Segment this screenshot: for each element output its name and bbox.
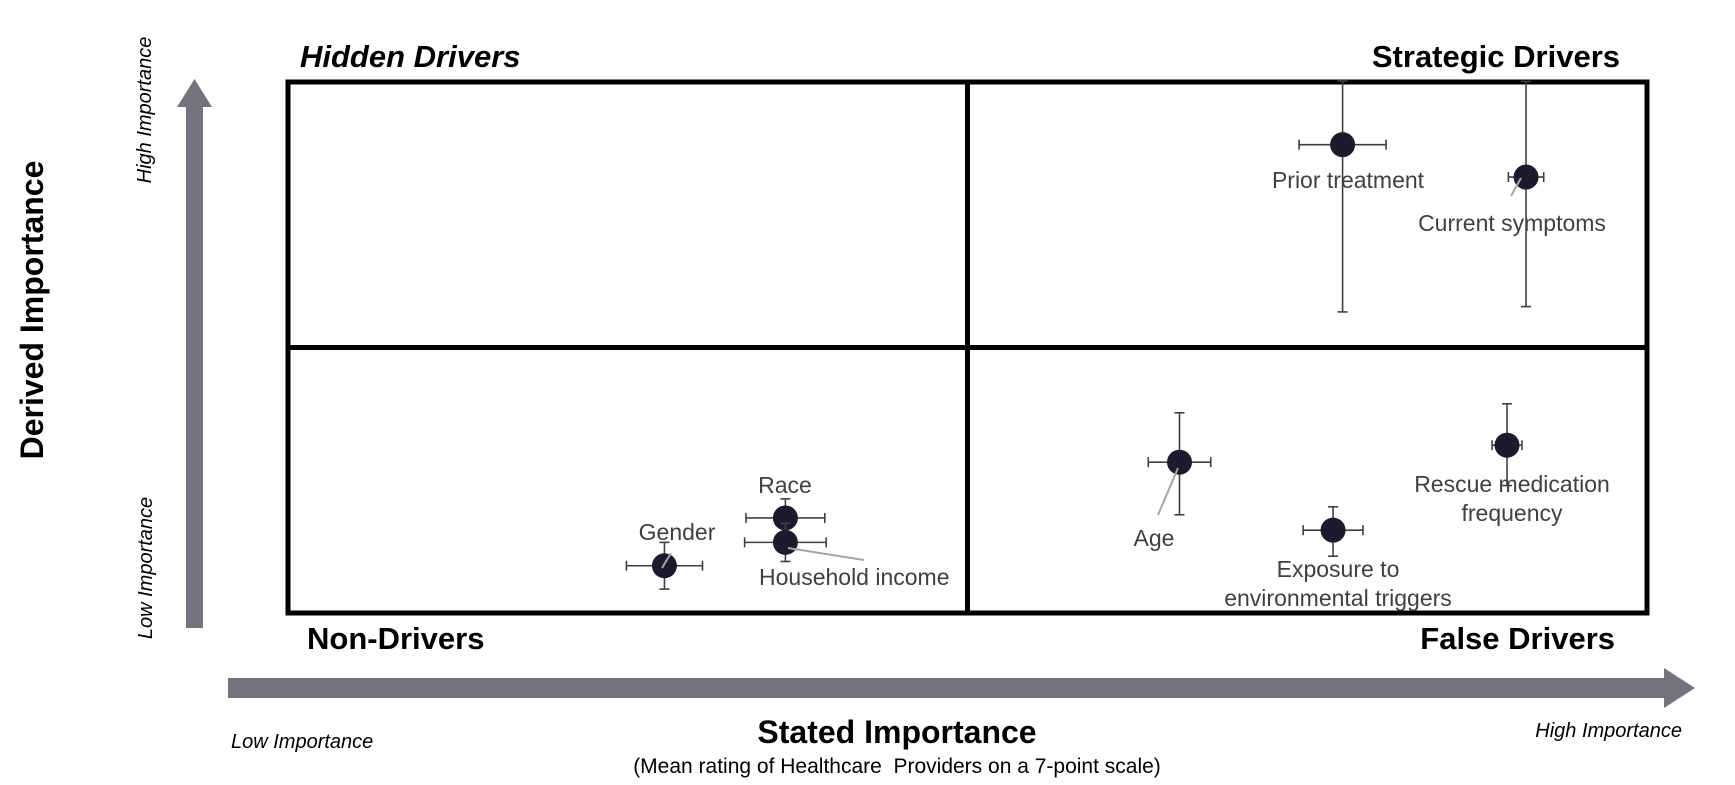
label-leader-line [1510, 177, 1522, 197]
x-axis-title: Stated Importance [757, 714, 1036, 750]
quadrant-title-false-drivers: False Drivers [1420, 621, 1615, 656]
data-point-label: Exposure to environmental triggers [1224, 556, 1452, 611]
data-point-label-line: Prior treatment [1272, 167, 1425, 193]
y-axis-title: Derived Importance [14, 161, 50, 460]
data-point-label-line: Exposure to [1277, 556, 1400, 582]
data-point-label-line: Rescue medication [1414, 471, 1610, 497]
data-point-label: Household income [759, 564, 950, 590]
data-point-group: Gender [625, 519, 716, 590]
label-leader-line [787, 547, 865, 561]
quadrant-title-non-drivers: Non-Drivers [307, 621, 484, 656]
data-point-label: Prior treatment [1272, 167, 1425, 193]
data-point-label-line: environmental triggers [1224, 585, 1452, 611]
y-axis-low-label: Low Importance [135, 497, 157, 639]
label-leader-line [1157, 467, 1179, 516]
data-points-layer: Prior treatment Current symptoms Rescue me… [625, 80, 1610, 611]
data-point-label-line: Current symptoms [1418, 210, 1606, 236]
data-point-label-line: Age [1134, 525, 1175, 551]
data-point-group: Prior treatment [1272, 80, 1425, 313]
x-axis-high-label: High Importance [1535, 720, 1682, 742]
data-point-label: Current symptoms [1418, 210, 1606, 236]
data-point-label-line: Household income [759, 564, 950, 590]
data-point-marker [1167, 449, 1193, 475]
label-leader-line [661, 552, 672, 569]
y-axis-high-label: High Importance [134, 37, 156, 184]
data-point-marker [1494, 432, 1520, 458]
data-point-marker [1330, 132, 1356, 158]
data-point-label: Rescue medication frequency [1414, 471, 1610, 526]
quadrant-title-strategic-drivers: Strategic Drivers [1372, 39, 1620, 74]
data-point-label-line: frequency [1461, 500, 1563, 526]
x-axis-low-label: Low Importance [231, 731, 373, 753]
quadrant-title-hidden-drivers: Hidden Drivers [300, 39, 521, 74]
data-point-marker [772, 529, 798, 555]
x-axis-arrow [228, 668, 1695, 708]
data-point-marker [1513, 164, 1539, 190]
data-point-group: Current symptoms [1418, 80, 1606, 308]
x-axis-subtitle: (Mean rating of Healthcare Providers on … [633, 755, 1161, 778]
data-point-group: Rescue medication frequency [1414, 402, 1610, 526]
data-point-label: Gender [639, 519, 716, 545]
data-point-group: Race [745, 472, 826, 538]
data-point-group: Exposure to environmental triggers [1224, 505, 1452, 611]
data-point-label-line: Race [758, 472, 812, 498]
y-axis-arrow [177, 79, 212, 628]
data-point-group: Household income [743, 522, 950, 590]
data-point-label-line: Gender [639, 519, 716, 545]
data-point-label: Race [758, 472, 812, 498]
data-point-marker [772, 505, 798, 531]
data-point-label: Age [1134, 525, 1175, 551]
data-point-group: Age [1134, 412, 1212, 551]
data-point-marker [1320, 517, 1346, 543]
